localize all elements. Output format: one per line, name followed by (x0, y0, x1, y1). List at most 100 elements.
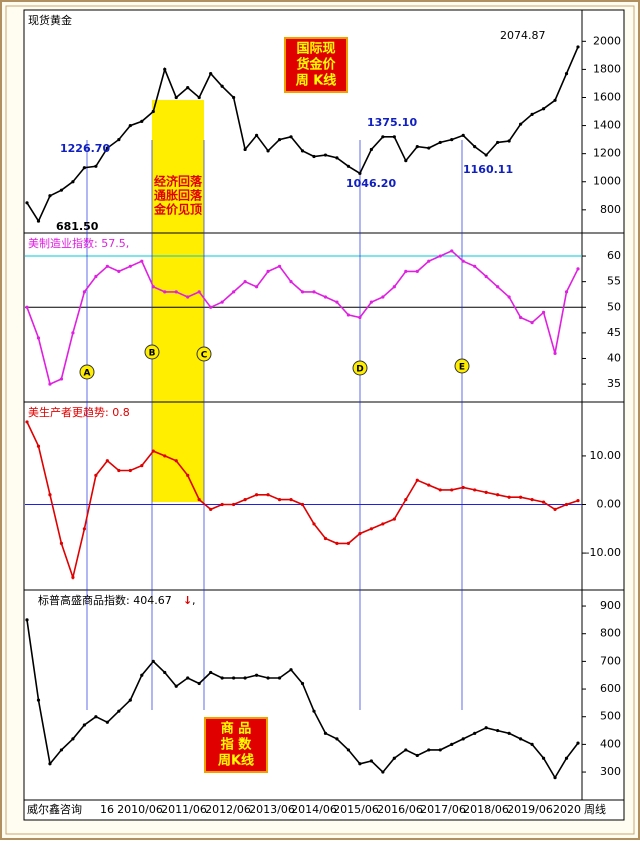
data-point (335, 300, 339, 304)
data-point (541, 756, 546, 760)
data-point (300, 149, 305, 153)
y-tick-label: 2000 (593, 34, 621, 47)
data-point (163, 670, 167, 675)
data-point (266, 149, 270, 153)
y-tick-label: 10.00 (590, 449, 622, 462)
data-point (289, 280, 293, 284)
price-label: 1046.20 (346, 177, 396, 190)
data-point (450, 138, 454, 142)
data-point (335, 737, 339, 741)
data-point (243, 498, 247, 502)
data-point (427, 483, 431, 487)
box-text: 商 品 (221, 721, 252, 737)
y-tick-label: 50 (607, 300, 621, 313)
data-point (541, 500, 546, 504)
data-point (461, 259, 465, 263)
data-point (312, 154, 316, 159)
data-point (82, 290, 86, 294)
data-point (530, 112, 534, 116)
data-point (519, 495, 523, 499)
y-tick-label: 600 (600, 682, 621, 695)
data-point (151, 449, 155, 453)
data-point (163, 290, 167, 294)
data-point (473, 731, 477, 735)
data-point (277, 138, 282, 142)
data-point (289, 135, 293, 139)
data-point (484, 726, 488, 730)
y-tick-label: 800 (600, 203, 621, 216)
data-point (404, 748, 408, 752)
data-point (105, 264, 109, 268)
frame-inner (5, 5, 635, 835)
data-point (82, 166, 86, 170)
data-point (369, 300, 373, 304)
data-point (266, 493, 270, 497)
data-point (243, 676, 247, 680)
data-point (404, 159, 408, 163)
y-tick-label: 300 (600, 765, 621, 778)
data-point (82, 723, 86, 727)
data-point (438, 748, 442, 752)
data-point (576, 267, 580, 271)
data-point (25, 420, 29, 424)
data-point (71, 575, 75, 579)
data-point (415, 145, 419, 149)
data-point (174, 95, 178, 100)
data-point (277, 498, 282, 502)
data-point (438, 254, 442, 258)
data-point (232, 502, 236, 507)
data-point (415, 269, 419, 274)
marker-circle (454, 358, 470, 374)
data-point (335, 541, 339, 545)
data-point (519, 315, 523, 320)
data-point (220, 676, 224, 680)
x-tick-label: 2011/06 (161, 803, 207, 816)
title-box (284, 37, 348, 93)
x-tick-label: 2016/06 (377, 803, 423, 816)
data-point (530, 321, 534, 325)
data-point (496, 285, 500, 289)
data-point (59, 188, 64, 192)
data-point (105, 459, 109, 463)
data-point (174, 459, 178, 463)
data-point (346, 313, 351, 317)
data-point (220, 84, 224, 88)
data-point (209, 507, 213, 511)
data-point (427, 748, 431, 752)
data-point (94, 473, 98, 477)
data-point (48, 194, 52, 198)
y-tick-label: 35 (607, 377, 621, 390)
data-point (530, 498, 534, 502)
panel-title: 美制造业指数: 57.5, (28, 236, 129, 250)
data-point (266, 676, 270, 680)
data-point (576, 45, 580, 49)
data-point (553, 775, 557, 780)
panel-title: 现货黄金 (28, 13, 72, 27)
data-point (59, 377, 64, 381)
data-point (519, 122, 523, 126)
price-label: 681.50 (56, 220, 99, 233)
data-point (358, 315, 362, 320)
box-text: 国际现 (296, 42, 335, 57)
data-point (346, 164, 351, 168)
data-point (404, 269, 408, 274)
footer-left: 威尔鑫咨询 (27, 802, 82, 816)
y-tick-label: 900 (600, 599, 621, 612)
data-point (323, 536, 328, 541)
box-text: 货金价 (296, 57, 336, 73)
data-point (48, 762, 52, 766)
data-point (232, 676, 236, 680)
data-point (427, 146, 431, 150)
x-tick-label: 2020 (553, 803, 581, 816)
data-point (71, 737, 75, 741)
plot-frame (23, 9, 625, 821)
x-tick-label: 2010/06 (117, 803, 163, 816)
data-point (36, 698, 41, 702)
y-tick-label: 1400 (593, 119, 621, 132)
data-point (186, 86, 190, 90)
price-label: 2074.87 (500, 29, 546, 42)
data-point (392, 756, 396, 760)
box-text: 周K线 (218, 753, 254, 769)
data-point (128, 698, 132, 702)
data-point (564, 72, 569, 76)
